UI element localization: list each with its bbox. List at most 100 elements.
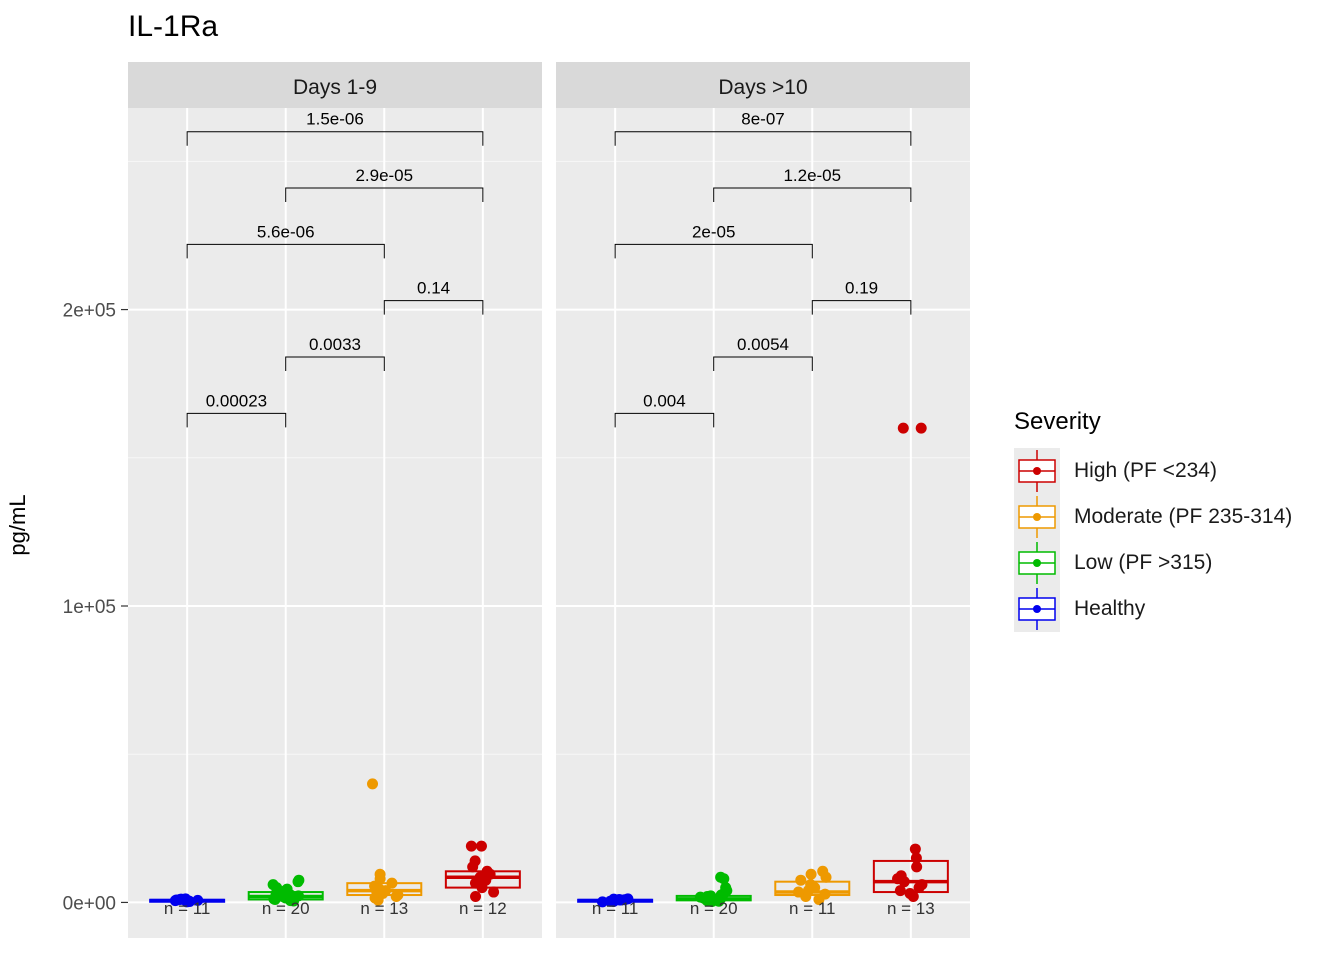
comparison-bracket: 0.004 xyxy=(614,391,715,428)
legend-glyph xyxy=(1018,496,1056,538)
comparison-bracket: 0.0033 xyxy=(285,335,385,371)
data-point xyxy=(470,891,482,902)
legend-key-high xyxy=(1014,448,1060,494)
data-point xyxy=(805,879,817,891)
facet-strip-label: Days >10 xyxy=(718,76,807,99)
legend-item-healthy: Healthy xyxy=(1014,586,1292,632)
p-value-label: 0.14 xyxy=(417,279,450,298)
bracket-line xyxy=(383,300,484,315)
p-value-label: 1.5e-06 xyxy=(306,110,364,129)
p-value-label: 2.9e-05 xyxy=(355,166,413,185)
n-label: n = 12 xyxy=(459,899,507,918)
data-point xyxy=(390,891,402,902)
bracket-line xyxy=(186,412,287,428)
legend-key-moderate xyxy=(1014,494,1060,540)
data-point xyxy=(469,855,481,867)
bracket-line xyxy=(713,356,813,371)
data-point xyxy=(192,894,204,906)
p-value-label: 0.0033 xyxy=(309,335,361,354)
data-point xyxy=(374,868,386,880)
data-point xyxy=(817,865,829,877)
box-healthy: n = 11 xyxy=(577,893,654,918)
n-label: n = 11 xyxy=(592,899,638,918)
legend-glyph-part xyxy=(1033,605,1041,613)
legend-item-moderate: Moderate (PF 235-314) xyxy=(1014,494,1292,540)
box-moderate-pf-235-314: n = 13 xyxy=(346,778,423,918)
panel-days-10: Days >10 n = 11 n = 20 n = 11 n = 13 8e-07 1.2… xyxy=(556,62,970,938)
data-point xyxy=(481,865,493,877)
box-high-pf-234: n = 13 xyxy=(872,422,949,918)
p-value-label: 8e-07 xyxy=(741,110,784,129)
data-point xyxy=(792,886,804,898)
n-label: n = 11 xyxy=(789,899,835,918)
n-label: n = 20 xyxy=(690,899,738,918)
comparison-bracket: 0.00023 xyxy=(186,391,287,428)
legend-label-high: High (PF <234) xyxy=(1074,459,1217,482)
facet-strip-label: Days 1-9 xyxy=(293,76,377,99)
bracket-line xyxy=(614,243,813,259)
n-label: n = 13 xyxy=(887,899,935,918)
data-point xyxy=(465,840,477,852)
data-point xyxy=(292,890,304,902)
comparison-bracket: 0.0054 xyxy=(713,335,813,371)
legend-key-low xyxy=(1014,540,1060,586)
data-point xyxy=(909,843,921,855)
n-label: n = 20 xyxy=(262,899,310,918)
facet-strip xyxy=(556,62,970,108)
box-high-pf-234: n = 12 xyxy=(444,840,521,918)
facet-strip xyxy=(128,62,542,108)
p-value-label: 2e-05 xyxy=(692,222,735,241)
legend-title: Severity xyxy=(1014,408,1101,435)
comparison-bracket: 2.9e-05 xyxy=(285,166,484,203)
legend-key-healthy xyxy=(1014,586,1060,632)
data-point xyxy=(293,874,305,886)
comparison-bracket: 2e-05 xyxy=(614,222,813,259)
data-point xyxy=(911,861,923,873)
data-point xyxy=(267,879,279,891)
chart-title: IL-1Ra xyxy=(128,10,219,43)
bracket-line xyxy=(811,300,912,315)
p-value-label: 1.2e-05 xyxy=(783,166,841,185)
y-tick-label: 2e+05 xyxy=(63,301,116,322)
box-low-pf-315: n = 20 xyxy=(247,874,324,918)
data-point xyxy=(895,870,907,882)
panel-background xyxy=(556,108,970,938)
legend-glyph xyxy=(1018,542,1056,584)
data-point xyxy=(475,840,487,852)
legend: Severity High (PF <234) Moderate (PF 235… xyxy=(1014,408,1292,632)
comparison-bracket: 5.6e-06 xyxy=(186,222,385,259)
bracket-line xyxy=(614,412,715,428)
data-point xyxy=(897,422,909,434)
p-value-label: 5.6e-06 xyxy=(257,222,315,241)
data-point xyxy=(367,778,379,790)
n-label: n = 13 xyxy=(360,899,408,918)
data-point xyxy=(904,888,916,900)
legend-label-moderate: Moderate (PF 235-314) xyxy=(1074,505,1293,528)
box-healthy: n = 11 xyxy=(149,893,226,918)
data-point xyxy=(705,890,717,902)
box-low-pf-315: n = 20 xyxy=(675,871,752,918)
data-point xyxy=(285,895,297,907)
comparison-bracket: 0.19 xyxy=(811,279,912,315)
comparison-bracket: 0.14 xyxy=(383,279,484,315)
legend-item-low: Low (PF >315) xyxy=(1014,540,1292,586)
data-point xyxy=(488,886,500,898)
comparison-bracket: 1.5e-06 xyxy=(186,110,484,146)
y-tick-label: 0e+00 xyxy=(63,893,116,914)
bracket-line xyxy=(713,187,912,203)
data-point xyxy=(916,879,928,891)
data-point xyxy=(175,893,187,905)
comparison-bracket: 8e-07 xyxy=(614,110,912,146)
panel-background xyxy=(128,108,542,938)
legend-glyph xyxy=(1018,450,1056,492)
data-point xyxy=(713,895,725,907)
legend-label-low: Low (PF >315) xyxy=(1074,551,1213,574)
p-value-label: 0.19 xyxy=(845,279,878,298)
data-point xyxy=(608,893,620,905)
p-value-label: 0.0054 xyxy=(737,335,789,354)
comparison-bracket: 1.2e-05 xyxy=(713,166,912,203)
data-point xyxy=(795,874,807,886)
data-point xyxy=(386,877,398,889)
y-tick-label: 1e+05 xyxy=(63,597,116,618)
